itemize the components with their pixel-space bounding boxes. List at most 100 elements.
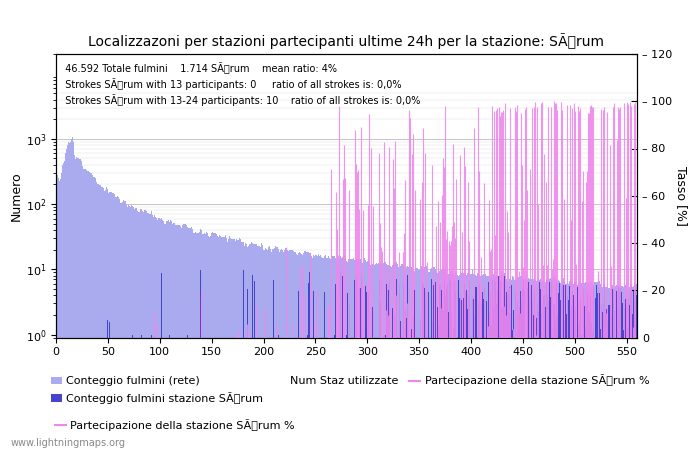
Bar — [587, 292, 588, 450]
Bar — [606, 287, 608, 450]
Bar — [220, 236, 221, 450]
Bar — [256, 244, 257, 450]
Bar — [257, 246, 258, 450]
Bar — [544, 295, 545, 450]
Bar — [156, 218, 158, 450]
Bar — [547, 295, 548, 450]
Bar — [131, 205, 132, 450]
Bar — [432, 269, 433, 450]
Bar — [313, 255, 314, 450]
Bar — [416, 268, 418, 450]
Bar — [464, 284, 466, 450]
Bar — [479, 283, 480, 450]
Bar — [433, 285, 434, 450]
Bar — [621, 292, 622, 450]
Bar — [78, 158, 79, 450]
Bar — [545, 307, 546, 450]
Bar — [538, 279, 539, 450]
Bar — [614, 310, 615, 450]
Bar — [438, 325, 440, 450]
Bar — [444, 270, 446, 450]
Bar — [145, 210, 146, 450]
Bar — [361, 262, 363, 450]
Bar — [534, 279, 535, 450]
Bar — [423, 270, 424, 450]
Bar — [184, 224, 186, 450]
Bar — [214, 233, 216, 450]
Bar — [405, 310, 406, 450]
Bar — [132, 334, 133, 450]
Bar — [272, 249, 274, 450]
Bar — [369, 261, 370, 450]
Bar — [569, 281, 570, 450]
Bar — [617, 309, 618, 450]
Bar — [191, 227, 193, 450]
Bar — [571, 306, 572, 450]
Bar — [268, 247, 270, 450]
Bar — [158, 218, 159, 450]
Bar — [209, 237, 210, 450]
Bar — [622, 302, 623, 450]
Bar — [65, 153, 66, 450]
Bar — [448, 274, 449, 450]
Bar — [539, 280, 540, 450]
Bar — [365, 292, 367, 450]
Bar — [505, 303, 506, 450]
Bar — [96, 182, 97, 450]
Bar — [582, 284, 584, 450]
Bar — [217, 236, 218, 450]
Bar — [276, 247, 277, 450]
Bar — [319, 256, 320, 450]
Bar — [536, 281, 537, 450]
Bar — [374, 265, 375, 450]
Bar — [337, 258, 339, 450]
Bar — [533, 315, 534, 450]
Bar — [391, 308, 393, 450]
Bar — [187, 227, 188, 450]
Bar — [133, 207, 134, 450]
Bar — [151, 334, 152, 450]
Bar — [285, 248, 286, 450]
Bar — [468, 296, 470, 450]
Bar — [99, 184, 100, 450]
Bar — [175, 225, 176, 450]
Bar — [457, 275, 458, 450]
Bar — [74, 155, 75, 450]
Bar — [246, 243, 247, 450]
Bar — [532, 280, 533, 450]
Bar — [623, 287, 624, 450]
Bar — [304, 251, 305, 450]
Bar — [309, 254, 311, 450]
Bar — [435, 282, 436, 450]
Bar — [515, 293, 516, 450]
Bar — [307, 252, 309, 450]
Bar — [600, 284, 601, 450]
Bar — [425, 292, 426, 450]
Bar — [341, 258, 342, 450]
Bar — [312, 257, 313, 450]
Bar — [481, 277, 482, 450]
Bar — [517, 277, 518, 450]
Bar — [233, 239, 234, 450]
Bar — [389, 265, 390, 450]
Bar — [263, 250, 264, 450]
Bar — [631, 286, 632, 450]
Bar — [516, 280, 517, 450]
Bar — [534, 291, 535, 450]
Bar — [64, 161, 65, 450]
Bar — [531, 285, 532, 450]
Bar — [573, 295, 574, 450]
Bar — [410, 267, 412, 450]
Bar — [418, 270, 419, 450]
Bar — [524, 292, 526, 450]
Bar — [488, 276, 489, 450]
Bar — [456, 272, 457, 450]
Bar — [513, 310, 514, 450]
Bar — [120, 203, 121, 450]
Bar — [612, 288, 614, 450]
Bar — [127, 207, 128, 450]
Bar — [526, 280, 528, 450]
Bar — [479, 275, 480, 450]
Bar — [345, 258, 346, 450]
Bar — [270, 249, 272, 450]
